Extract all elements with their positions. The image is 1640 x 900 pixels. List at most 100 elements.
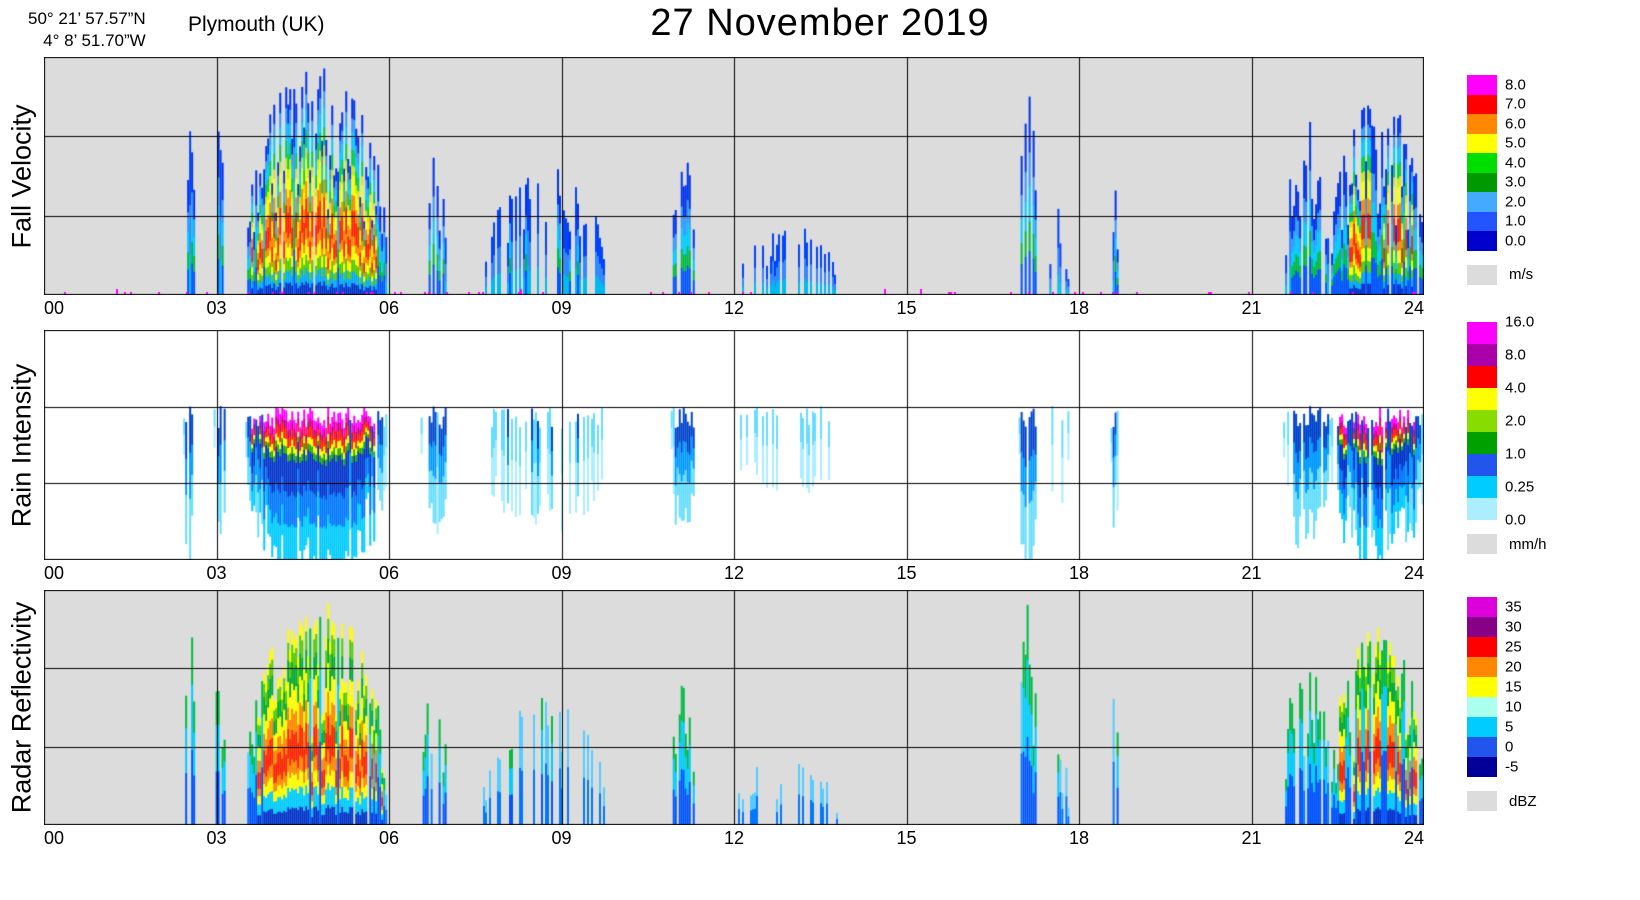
colorbar-tick-label: 5.0 — [1505, 134, 1526, 152]
colorbar-tick-label: 20 — [1505, 658, 1522, 676]
colorbar-segment — [1467, 133, 1497, 153]
x-tick-label: 21 — [1241, 563, 1262, 583]
colorbar-segment — [1467, 597, 1497, 617]
colorbar-tick-label: -5 — [1505, 758, 1519, 776]
fall-velocity-x-axis: 00 03 06 09 12 15 18 21 24 — [44, 298, 1424, 320]
radar-reflectivity-colorbar: 35 30 25 20 15 10 5 0 -5 dBZ — [1467, 597, 1640, 811]
x-tick-label: 00 — [44, 563, 65, 583]
station-name: Plymouth (UK) — [188, 13, 325, 36]
page-title: 27 November 2019 — [650, 2, 990, 44]
colorbar-segment — [1467, 697, 1497, 717]
colorbar-tick-label: 1.0 — [1505, 212, 1526, 230]
fall-velocity-heatmap — [44, 57, 1424, 295]
colorbar-tick-label: 2.0 — [1505, 412, 1526, 430]
x-tick-label: 00 — [44, 298, 65, 318]
x-tick-label: 06 — [378, 828, 400, 848]
colorbar-unit-label: mm/h — [1509, 535, 1547, 553]
colorbar-segment — [1467, 737, 1497, 757]
colorbar-segment — [1467, 498, 1497, 520]
colorbar-segment — [1467, 94, 1497, 114]
x-tick-label: 12 — [723, 298, 745, 318]
colorbar-tick-label: 15 — [1505, 678, 1522, 696]
x-tick-label: 03 — [206, 563, 227, 583]
longitude-text: 4° 8’ 51.70”W — [43, 31, 146, 51]
colorbar-segment — [1467, 388, 1497, 410]
x-tick-label: 00 — [44, 828, 65, 848]
colorbar-tick-label: 8.0 — [1505, 346, 1526, 364]
colorbar-tick-label: 4.0 — [1505, 379, 1526, 397]
colorbar-tick-label: 0 — [1505, 738, 1514, 756]
no-data-swatch — [1467, 791, 1497, 811]
rain-intensity-axis-label: Rain Intensity — [6, 363, 37, 527]
radar-reflectivity-x-axis: 00 03 06 09 12 15 18 21 24 — [44, 828, 1424, 850]
colorbar-scale — [1467, 597, 1497, 777]
colorbar-tick-label: 30 — [1505, 618, 1522, 636]
colorbar-tick-label: 7.0 — [1505, 95, 1526, 113]
rain-intensity-heatmap — [44, 330, 1424, 560]
colorbar-tick-label: 0.25 — [1505, 478, 1535, 496]
colorbar-segment — [1467, 192, 1497, 212]
colorbar-segment — [1467, 153, 1497, 173]
colorbar-tick-label: 2.0 — [1505, 193, 1526, 211]
colorbar-segment — [1467, 432, 1497, 454]
x-tick-label: 15 — [896, 563, 917, 583]
colorbar-segment — [1467, 366, 1497, 388]
x-tick-label: 24 — [1403, 298, 1424, 318]
colorbar-segment — [1467, 172, 1497, 192]
colorbar-segment — [1467, 322, 1497, 344]
rain-intensity-x-axis: 00 03 06 09 12 15 18 21 24 — [44, 563, 1424, 585]
colorbar-segment — [1467, 757, 1497, 777]
x-tick-label: 09 — [551, 828, 572, 848]
fall-velocity-axis-label: Fall Velocity — [6, 103, 37, 249]
colorbar-tick-label: 8.0 — [1505, 76, 1526, 94]
x-tick-label: 18 — [1068, 828, 1090, 848]
colorbar-segment — [1467, 410, 1497, 432]
station-coordinates: 50° 21’ 57.57”N 4° 8’ 51.70”W — [28, 8, 146, 52]
x-tick-label: 24 — [1403, 563, 1424, 583]
colorbar-segment — [1467, 75, 1497, 95]
x-tick-label: 15 — [896, 298, 917, 318]
colorbar-tick-label: 10 — [1505, 698, 1522, 716]
colorbar-unit-label: dBZ — [1509, 792, 1537, 810]
colorbar-scale — [1467, 75, 1497, 251]
colorbar-tick-label: 5 — [1505, 718, 1514, 736]
colorbar-segment — [1467, 231, 1497, 251]
colorbar-tick-label: 3.0 — [1505, 173, 1526, 191]
latitude-text: 50° 21’ 57.57”N — [28, 9, 146, 28]
x-tick-label: 24 — [1403, 828, 1424, 848]
x-tick-label: 21 — [1241, 828, 1262, 848]
x-tick-label: 06 — [378, 563, 400, 583]
colorbar-segment — [1467, 717, 1497, 737]
no-data-swatch — [1467, 264, 1497, 285]
colorbar-tick-label: 16.0 — [1505, 313, 1535, 331]
x-tick-label: 12 — [723, 563, 745, 583]
colorbar-tick-label: 0.0 — [1505, 511, 1526, 529]
radar-reflectivity-axis-label: Radar Reflectivity — [6, 601, 37, 814]
colorbar-tick-label: 6.0 — [1505, 115, 1526, 133]
colorbar-tick-label: 4.0 — [1505, 154, 1526, 172]
colorbar-segment — [1467, 637, 1497, 657]
colorbar-tick-label: 35 — [1505, 598, 1522, 616]
colorbar-tick-label: 25 — [1505, 638, 1522, 656]
colorbar-unit-label: m/s — [1509, 266, 1534, 283]
x-tick-label: 18 — [1068, 298, 1090, 318]
colorbar-segment — [1467, 211, 1497, 231]
colorbar-segment — [1467, 677, 1497, 697]
colorbar-tick-label: 0.0 — [1505, 232, 1526, 250]
colorbar-segment — [1467, 476, 1497, 498]
x-tick-label: 18 — [1068, 563, 1090, 583]
colorbar-segment — [1467, 454, 1497, 476]
colorbar-segment — [1467, 657, 1497, 677]
x-tick-label: 12 — [723, 828, 745, 848]
x-tick-label: 06 — [378, 298, 400, 318]
fall-velocity-colorbar: 8.0 7.0 6.0 5.0 4.0 3.0 2.0 1.0 0.0 m/s — [1467, 75, 1640, 285]
colorbar-segment — [1467, 344, 1497, 366]
x-tick-label: 15 — [896, 828, 917, 848]
colorbar-segment — [1467, 114, 1497, 134]
x-tick-label: 09 — [551, 563, 572, 583]
x-tick-label: 09 — [551, 298, 572, 318]
x-tick-label: 03 — [206, 828, 227, 848]
x-tick-label: 21 — [1241, 298, 1262, 318]
colorbar-segment — [1467, 617, 1497, 637]
